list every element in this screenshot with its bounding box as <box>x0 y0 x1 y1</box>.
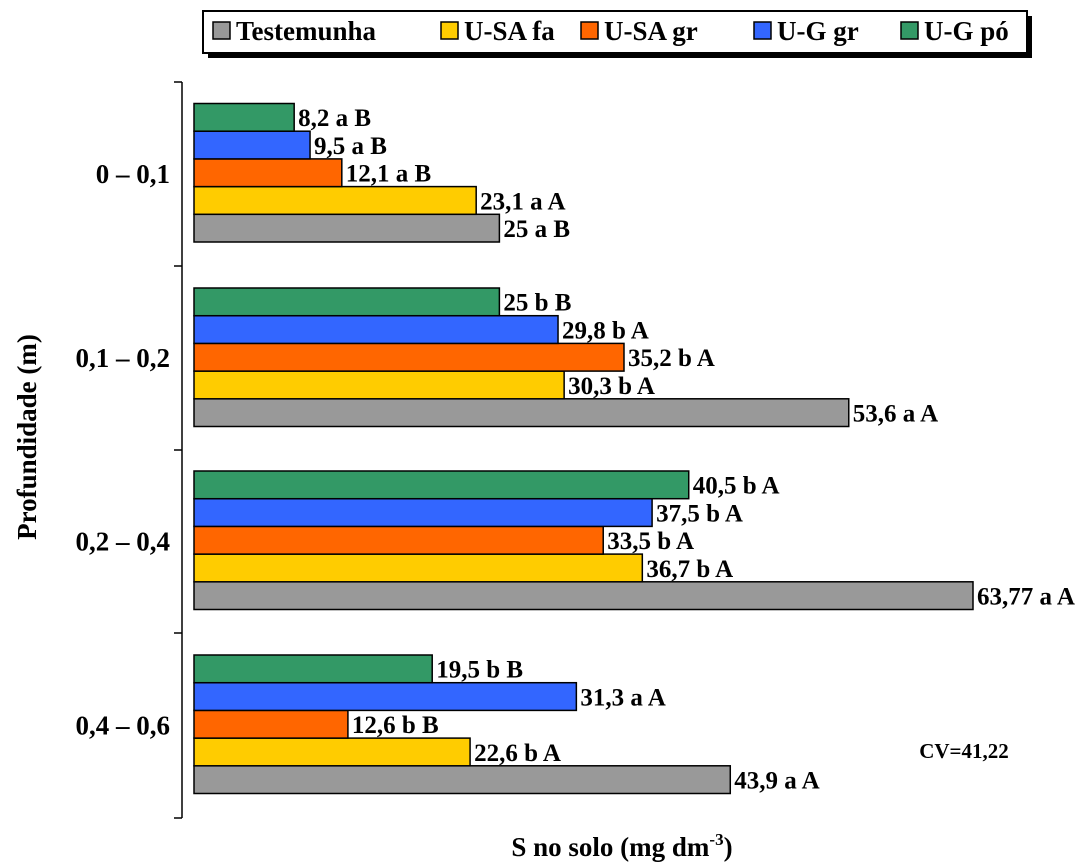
legend-item-u-sa-gr: U-SA gr <box>580 16 698 46</box>
y-tick-label: 0,2 – 0,4 <box>76 527 171 557</box>
bar-group-3: 63,77 a A 36,7 b A33,5 b A37,5 b A40,5 b … <box>193 470 1075 611</box>
bar-u-g-po <box>193 470 690 500</box>
data-label: 9,5 a B <box>314 133 387 160</box>
bar-u-g-po <box>193 102 295 132</box>
bar-u-g-po <box>193 654 433 684</box>
bar-group-1: 25 a B23,1 a A 12,1 a B9,5 a B8,2 a B <box>193 102 570 243</box>
legend-swatch <box>900 21 919 40</box>
x-axis-label: S no solo (mg dm-3) <box>511 830 732 862</box>
data-label: 22,6 b A <box>474 740 561 767</box>
legend-item-u-sa-fa: U-SA fa <box>440 16 555 46</box>
bar-testemunha <box>193 581 974 611</box>
data-label: 36,7 b A <box>646 556 733 583</box>
bar-u-sa-gr <box>193 342 625 372</box>
bar-u-g-gr <box>193 497 653 528</box>
data-label: 37,5 b A <box>656 500 743 527</box>
bar-u-g-po <box>193 287 501 317</box>
legend-box <box>202 10 1028 54</box>
y-tick-label: 0 – 0,1 <box>96 159 170 189</box>
data-label: 31,3 a A <box>580 684 665 711</box>
data-label: 53,6 a A <box>853 401 938 428</box>
cv-annotation: CV=41,22 <box>919 739 1009 763</box>
x-axis-label-main: S no solo (mg dm <box>511 832 710 862</box>
legend-swatch <box>440 21 459 40</box>
x-axis-label-suffix: ) <box>724 832 733 862</box>
bar-u-sa-fa <box>193 370 565 400</box>
legend-swatch <box>212 21 231 40</box>
data-label: 35,2 b A <box>628 345 715 372</box>
legend-label: U-SA gr <box>604 16 698 46</box>
bar-u-sa-gr <box>193 709 349 739</box>
data-label: 19,5 b B <box>436 657 523 684</box>
bar-testemunha <box>193 398 850 428</box>
data-label: 43,9 a A <box>734 768 819 795</box>
y-tick-label: 0,1 – 0,2 <box>76 343 171 373</box>
plot-area: 0 – 0,1 0,1 – 0,2 0,2 – 0,4 0,4 – 0,6 25 a … <box>76 81 1075 819</box>
bar-group-4: 43,9 a A 22,6 b A 12,6 b B 31,3 a A 19,5 b B <box>193 654 820 795</box>
bar-u-sa-fa <box>193 737 471 767</box>
data-label: 29,8 b A <box>562 317 649 344</box>
bar-u-sa-gr <box>193 525 604 555</box>
bar-testemunha <box>193 213 501 243</box>
legend-label: U-SA fa <box>464 16 555 46</box>
data-label: 63,77 a A <box>977 584 1075 611</box>
legend-item-testemunha: Testemunha <box>212 16 377 46</box>
data-label: 12,1 a B <box>346 161 431 188</box>
y-axis-label: Profundidade (m) <box>12 334 42 540</box>
data-label: 12,6 b B <box>352 712 439 739</box>
legend-label: U-G pó <box>924 16 1009 46</box>
data-label: 33,5 b A <box>607 528 694 555</box>
legend: Testemunha U-SA fa U-SA gr U-G gr U-G pó <box>202 10 1032 58</box>
bar-u-sa-gr <box>193 158 343 188</box>
legend-swatch <box>580 21 599 40</box>
bar-u-sa-fa <box>193 553 644 583</box>
y-tick-label: 0,4 – 0,6 <box>76 711 171 741</box>
bar-testemunha <box>193 765 732 795</box>
legend-swatch <box>753 21 772 40</box>
bar-u-g-gr <box>193 681 578 712</box>
bar-u-sa-fa <box>193 185 477 216</box>
bar-u-g-gr <box>193 314 559 345</box>
data-label: 8,2 a B <box>298 105 371 132</box>
legend-label: U-G gr <box>777 16 859 46</box>
legend-item-u-g-po: U-G pó <box>900 16 1009 46</box>
data-label: 30,3 b A <box>568 373 655 400</box>
data-label: 25 a B <box>503 216 570 243</box>
bar-u-g-gr <box>193 130 311 160</box>
legend-label: Testemunha <box>236 16 377 46</box>
data-label: 23,1 a A <box>480 188 565 215</box>
x-axis-label-sup: -3 <box>709 830 723 849</box>
data-label: 25 b B <box>503 290 571 317</box>
data-label: 40,5 b A <box>693 473 780 500</box>
legend-item-u-g-gr: U-G gr <box>753 16 859 46</box>
bar-group-2: 53,6 a A 30,3 b A35,2 b A29,8 b A25 b B <box>193 287 938 428</box>
